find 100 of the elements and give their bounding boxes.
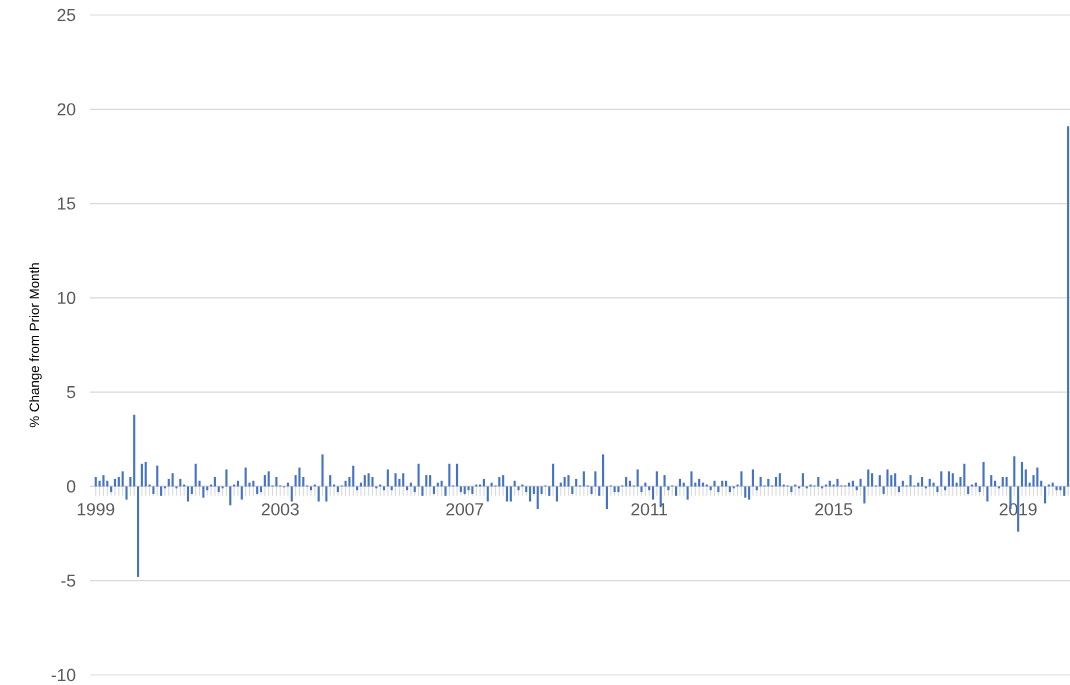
x-tick-label: 2015 [815,503,853,516]
bar [509,486,512,502]
bar [213,477,216,487]
bar [448,463,451,487]
y-tick-label: 5 [67,386,76,399]
bar [363,475,366,487]
y-tick-label: 10 [57,291,76,304]
bar [947,471,951,487]
bar [867,469,870,487]
bar [651,486,655,500]
bar [263,475,266,487]
bar [117,477,120,487]
bar [171,473,174,487]
bar [909,475,912,487]
bar [425,475,428,487]
bar [240,486,243,500]
x-tick-label: 1999 [77,503,115,516]
bar [1013,456,1016,487]
y-tick-label: 25 [57,8,76,22]
bar [256,486,259,494]
bar [552,463,555,487]
bar [371,477,374,487]
x-tick-label: 2007 [446,503,484,516]
bar [152,486,155,494]
bar [309,486,313,491]
bar [801,473,804,487]
bar [817,477,820,487]
bar [194,463,197,487]
bar [406,486,409,491]
bar [582,471,585,487]
bar [940,471,943,487]
bar [402,473,405,487]
bar [548,486,551,496]
bar [951,473,954,487]
bar [206,486,209,491]
bar [1055,486,1058,491]
bar [471,486,474,494]
bar [1036,467,1039,487]
bar [871,473,874,487]
bar [202,486,205,498]
bar [897,486,901,493]
y-axis-title: % Change from Prior Month [29,263,42,428]
bar [156,465,159,487]
bar [1063,486,1066,496]
bar [144,461,147,487]
bar [444,486,447,496]
bar [894,473,897,487]
bar [129,477,132,487]
bar [713,480,716,487]
bar [920,477,924,487]
bar [667,486,670,491]
bar [1001,477,1004,487]
bar [290,486,293,502]
bar [744,486,747,498]
bar [990,475,993,487]
bar [602,454,605,487]
bar [225,469,228,487]
bar [613,486,616,493]
bar [459,486,462,493]
bar [944,486,947,491]
bar [655,471,658,487]
bar [136,486,140,577]
bar [636,469,639,487]
bar [709,486,712,491]
bar [133,414,136,487]
bar [486,486,489,502]
bar [390,486,393,491]
bar [125,486,128,500]
bar [429,475,432,487]
bar [640,486,643,493]
bar [790,486,793,493]
bar [1020,461,1024,487]
bar [963,463,966,487]
bar [386,469,389,487]
bar [517,486,520,491]
bar [140,463,143,487]
bar [605,486,608,510]
x-tick-label: 2003 [261,503,299,516]
bar [267,471,270,487]
bar [675,486,678,496]
bar [598,486,601,496]
bar [571,486,574,494]
bar [836,478,839,487]
bar [102,475,105,487]
bar [329,475,332,487]
bar [321,454,324,487]
bar [217,486,220,493]
bar [505,486,509,502]
bar [717,486,720,493]
bar [229,486,232,506]
bar [978,486,981,493]
bar [648,486,651,491]
bar [1043,486,1047,504]
x-tick-label: 2011 [631,503,667,516]
bar [748,486,751,500]
bar [967,486,970,494]
y-tick-label: 0 [66,480,76,493]
bar [160,486,163,496]
bar [1024,469,1027,487]
bar [774,477,778,487]
